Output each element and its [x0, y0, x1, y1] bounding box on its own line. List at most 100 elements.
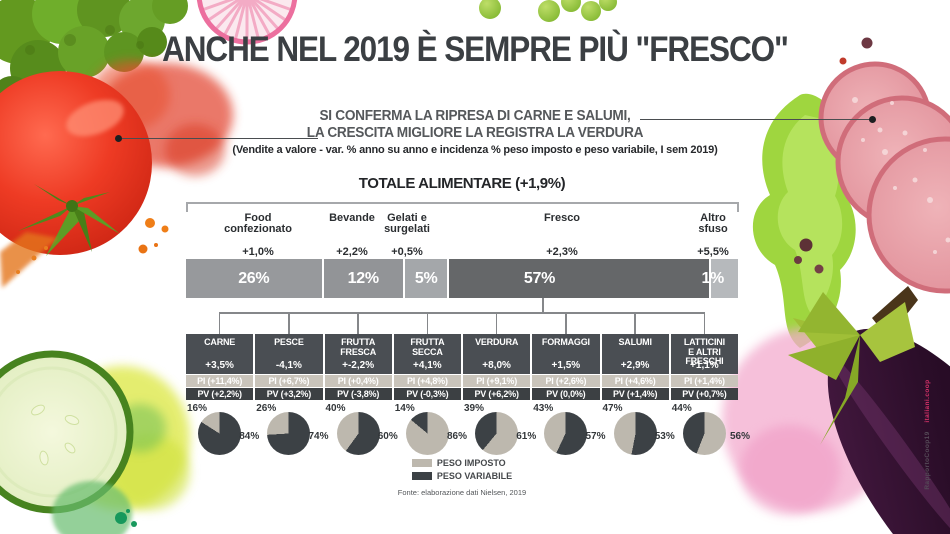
- fresco-connector-stub: [542, 298, 544, 313]
- bar-segment: 26%: [186, 259, 322, 298]
- pie-peso-imposto-label: 44%: [671, 403, 692, 414]
- pv-value-cell: PV (-3,8%): [324, 388, 392, 400]
- bar-category-label: Altro sfuso +5,5%: [658, 212, 768, 259]
- subtitle-line1: SI CONFERMA LA RIPRESA DI CARNE E SALUMI…: [319, 108, 631, 124]
- watermark: RapportoCoop19 italiani.coop: [924, 380, 931, 490]
- category-change: +1,1%: [690, 360, 719, 371]
- connector-line-horizontal: [219, 312, 706, 314]
- source-note: Fonte: elaborazione dati Nielsen, 2019: [397, 488, 527, 497]
- category-header: LATTICINI E ALTRI FRESCHI +1,1%: [670, 334, 738, 374]
- pie-peso-variabile-label: 56%: [729, 431, 750, 442]
- category-name: FORMAGGI: [541, 337, 590, 347]
- category-header: VERDURA +8,0%: [463, 334, 531, 374]
- breakdown-column: PESCE -4,1% PI (+6,7%) PV (+3,2%): [255, 334, 323, 400]
- bar-segment-share: 57%: [523, 269, 556, 287]
- category-name: FRUTTA SECCA: [410, 337, 445, 357]
- breakdown-column: FRUTTA FRESCA +-2,2% PI (+0,4%) PV (-3,8%): [324, 334, 392, 400]
- pie-peso-variabile-label: 57%: [585, 431, 606, 442]
- connector-line-drop: [426, 312, 429, 334]
- pi-value-cell: PI (+1,4%): [670, 375, 738, 387]
- pie-peso-imposto-label: 39%: [464, 403, 485, 414]
- connector-line-drop: [495, 312, 498, 334]
- category-header: FRUTTA FRESCA +-2,2%: [324, 334, 392, 374]
- pie-peso-variabile-label: 61%: [516, 431, 537, 442]
- pv-value-cell: PV (+6,2%): [463, 388, 531, 400]
- pie-cell: 26% 74%: [255, 403, 329, 465]
- pi-value-cell: PI (+6,7%): [255, 375, 323, 387]
- bracket-end-right: [737, 202, 739, 212]
- bar-segment: 12%: [323, 259, 403, 298]
- category-change: +3,5%: [205, 360, 234, 371]
- pi-value-cell: PI (+11,4%): [186, 375, 254, 387]
- bar-segment: 5%: [404, 259, 448, 298]
- pie-chart: [682, 412, 726, 455]
- pie-peso-imposto-label: 43%: [533, 403, 554, 414]
- connector-line-drop: [565, 312, 567, 334]
- pie-peso-imposto-label: 47%: [602, 403, 623, 414]
- cucumber-icon: [0, 350, 134, 514]
- green-watercolor-blob: [52, 481, 137, 534]
- page-title: ANCHE NEL 2019 È SEMPRE PIÙ "FRESCO": [162, 30, 789, 69]
- leader-dot-salami: [869, 116, 876, 123]
- pie-peso-variabile-label: 84%: [239, 431, 260, 442]
- pie-peso-imposto-label: 26%: [256, 403, 277, 414]
- bar-category-name: Bevande: [329, 212, 375, 224]
- category-header: FORMAGGI +1,5%: [532, 334, 600, 374]
- watermark-report: RapportoCoop19: [924, 431, 931, 490]
- pie-chart: [544, 412, 588, 455]
- methodology-note: (Vendite a valore - var. % anno su anno …: [232, 144, 718, 156]
- pv-value-cell: PV (0,0%): [532, 388, 600, 400]
- pi-value-cell: PI (+0,4%): [324, 375, 392, 387]
- bracket-end-left: [186, 202, 188, 212]
- category-change: +1,5%: [551, 360, 581, 371]
- category-name: CARNE: [204, 337, 236, 347]
- bar-category-name: Food confezionato: [224, 212, 292, 235]
- connector-line-drop: [703, 312, 706, 334]
- pink-watercolor-blob: [722, 328, 898, 515]
- breakdown-column: SALUMI +2,9% PI (+4,6%) PV (+1,4%): [601, 334, 669, 400]
- breakdown-column: VERDURA +8,0% PI (+9,1%) PV (+6,2%): [463, 334, 531, 400]
- legend-label: PESO VARIABILE: [436, 471, 513, 481]
- connector-line-drop: [634, 312, 636, 334]
- category-name: LATTICINI E ALTRI FRESCHI: [683, 337, 725, 366]
- pie-chart: [405, 412, 449, 455]
- bar-segment-share: 26%: [238, 269, 270, 287]
- pie-cell: 44% 56%: [671, 403, 750, 465]
- category-header: FRUTTA SECCA +4,1%: [393, 334, 461, 374]
- watermark-site: italiani.coop: [924, 380, 931, 424]
- legend: PESO IMPOSTO PESO VARIABILE: [186, 458, 738, 485]
- bar-category-label: Bevande +2,2%: [297, 212, 407, 259]
- bar-segment-share: 5%: [414, 269, 438, 287]
- bar-category-label: Gelati e surgelati +0,5%: [352, 213, 462, 259]
- category-header: PESCE -4,1%: [255, 334, 323, 374]
- breakdown-column: CARNE +3,5% PI (+11,4%) PV (+2,2%): [186, 334, 254, 400]
- pie-cell: 40% 60%: [325, 403, 398, 465]
- pie-cell: 43% 57%: [532, 403, 606, 465]
- breakdown-column: FRUTTA SECCA +4,1% PI (+4,8%) PV (-0,3%): [393, 334, 461, 400]
- breakdown-column: LATTICINI E ALTRI FRESCHI +1,1% PI (+1,4%)…: [670, 334, 738, 400]
- category-change: +8,0%: [482, 360, 511, 371]
- pie-charts-row: 16% 84% 26% 74% 40% 60% 14% 86% 39% 61% 43% 57% 47% 5…: [186, 403, 750, 465]
- pie-peso-variabile-label: 86%: [446, 431, 467, 442]
- pie-peso-variabile-label: 74%: [308, 431, 329, 442]
- bar-segment-share: 1%: [701, 269, 724, 287]
- peas-icon: [479, 0, 617, 22]
- pie-peso-imposto-label: 40%: [325, 403, 346, 414]
- category-name: VERDURA: [475, 337, 519, 347]
- category-change: +-2,2%: [342, 360, 375, 371]
- legend-row: PESO IMPOSTO: [411, 458, 512, 468]
- salami-icon: [818, 61, 950, 294]
- bar-category-name: Fresco: [543, 212, 581, 224]
- pie-cell: 14% 86%: [394, 403, 467, 465]
- bar-segment: 1%: [701, 259, 738, 298]
- pie-peso-imposto-label: 14%: [394, 403, 415, 414]
- pie-peso-imposto-label: 16%: [187, 403, 208, 414]
- category-change: +4,1%: [413, 360, 442, 371]
- category-name: SALUMI: [618, 337, 652, 347]
- leader-dot-tomato: [115, 135, 122, 142]
- pi-value-cell: PI (+4,6%): [601, 375, 669, 387]
- bar-category-name: Altro sfuso: [698, 212, 728, 235]
- pie-cell: 16% 84%: [186, 403, 259, 465]
- pie-chart: [336, 412, 380, 455]
- bar-category-change: +2,2%: [336, 246, 368, 258]
